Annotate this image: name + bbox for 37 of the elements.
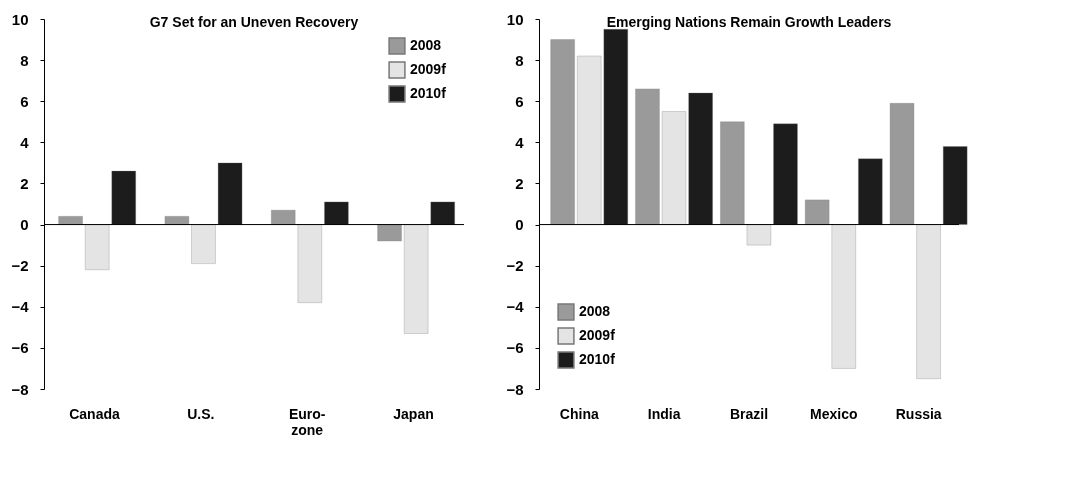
y-tick-label: 0 — [515, 216, 524, 234]
y-tick-label: −6 — [506, 339, 524, 357]
x-tick-label: India — [647, 405, 681, 422]
x-tick-label: U.S. — [187, 405, 215, 422]
y-tick-label: 8 — [515, 51, 524, 69]
legend-label: 2009f — [579, 327, 616, 343]
y-tick-label: 10 — [11, 10, 29, 28]
chart-title: Emerging Nations Remain Growth Leaders — [606, 14, 892, 30]
y-tick-label: 4 — [20, 133, 30, 151]
y-tick-label: 0 — [20, 216, 29, 234]
y-tick-label: −6 — [11, 339, 29, 357]
y-tick-label: −2 — [506, 257, 524, 275]
y-tick-label: 2 — [515, 174, 524, 192]
legend-label: 2008 — [410, 37, 442, 53]
legend-label: 2010f — [410, 85, 447, 101]
legend-label: 2009f — [410, 61, 447, 77]
y-tick-label: −4 — [11, 298, 30, 316]
y-tick-label: 8 — [20, 51, 29, 69]
x-tick-label: Brazil — [729, 405, 769, 422]
x-tick-label: Mexico — [810, 405, 858, 422]
y-tick-label: −8 — [506, 380, 524, 398]
legend-label: 2010f — [579, 351, 616, 367]
y-tick-label: 10 — [506, 10, 524, 28]
y-tick-label: −4 — [506, 298, 525, 316]
y-tick-label: 2 — [20, 174, 29, 192]
x-tick-label: Euro- zone — [288, 405, 326, 438]
legend-label: 2008 — [579, 303, 611, 319]
y-tick-label: 6 — [515, 92, 524, 110]
y-tick-label: −2 — [11, 257, 29, 275]
x-tick-label: Japan — [393, 405, 434, 422]
x-tick-label: Canada — [69, 405, 120, 422]
x-tick-label: China — [559, 405, 599, 422]
y-tick-label: 4 — [515, 133, 525, 151]
y-tick-label: 6 — [20, 92, 29, 110]
x-tick-label: Russia — [895, 405, 942, 422]
chart-title: G7 Set for an Uneven Recovery — [149, 14, 359, 30]
y-tick-label: −8 — [11, 380, 29, 398]
